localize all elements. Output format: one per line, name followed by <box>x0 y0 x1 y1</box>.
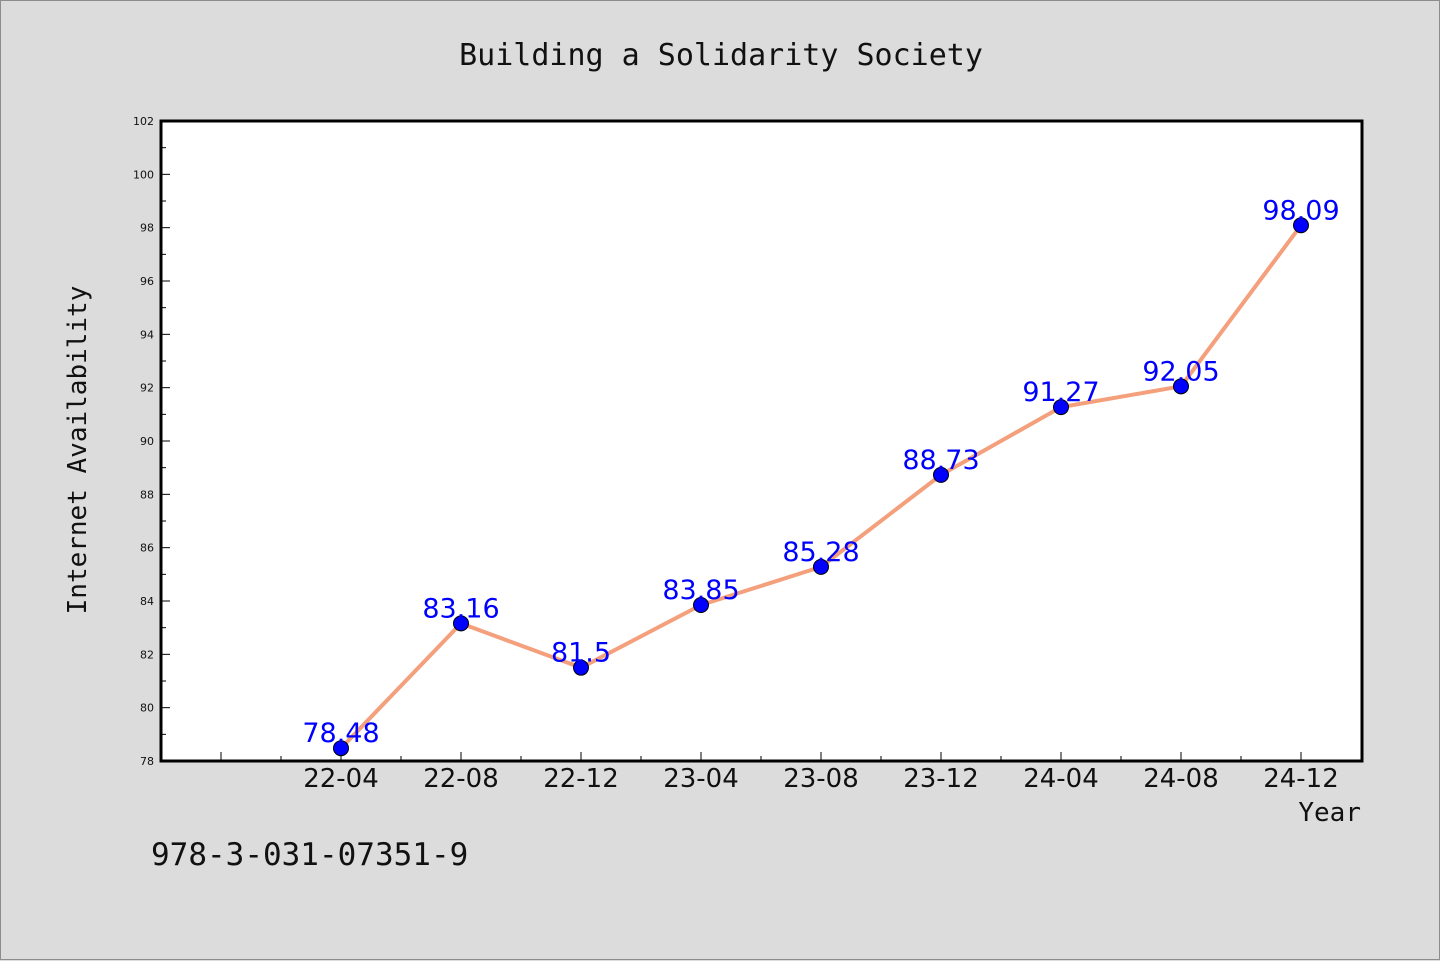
x-tick-label: 24-08 <box>1143 764 1219 794</box>
y-tick-label: 94 <box>140 328 154 341</box>
y-tick-label: 80 <box>140 702 154 715</box>
data-point <box>333 740 349 757</box>
data-label: 91.27 <box>1022 377 1099 408</box>
x-tick-label: 23-12 <box>903 764 979 794</box>
y-axis-title: Internet Availability <box>63 286 93 615</box>
series-layer <box>333 217 1309 757</box>
y-tick-label: 96 <box>140 275 154 288</box>
x-axis-title: Year <box>1298 798 1361 828</box>
data-label: 81.5 <box>551 638 611 669</box>
y-tick-label: 86 <box>140 542 154 555</box>
data-label: 88.73 <box>902 445 979 476</box>
data-point <box>693 597 709 613</box>
y-tick-label: 78 <box>140 755 154 768</box>
data-label: 83.85 <box>662 575 739 606</box>
data-point <box>1173 378 1189 395</box>
data-label: 98.09 <box>1262 195 1339 226</box>
x-tick-label: 22-08 <box>423 764 499 794</box>
y-tick-label: 88 <box>140 488 154 501</box>
x-axis: 22-04 22-08 22-12 23-04 23-08 23-12 24-04 24-08… <box>220 752 1339 794</box>
isbn-text: 978-3-031-07351-9 <box>151 837 468 873</box>
data-label: 85.28 <box>782 537 859 568</box>
data-label: 92.05 <box>1142 356 1219 387</box>
data-point <box>453 615 469 632</box>
data-label: 78.48 <box>302 718 379 749</box>
x-tick-label: 24-04 <box>1023 764 1099 794</box>
x-tick-label: 23-04 <box>663 764 739 794</box>
x-tick-label: 22-04 <box>303 764 379 794</box>
x-tick-label: 23-08 <box>783 764 859 794</box>
data-point <box>933 466 949 483</box>
y-tick-label: 102 <box>133 115 154 128</box>
x-tick-label: 22-12 <box>543 764 619 794</box>
y-tick-label: 98 <box>140 222 154 235</box>
data-point <box>1053 399 1069 416</box>
y-axis: 78 80 82 84 86 88 90 92 94 96 98 100 102 <box>133 115 170 768</box>
y-tick-label: 84 <box>140 595 154 608</box>
data-label: 83.16 <box>422 593 499 624</box>
data-point <box>1293 217 1309 234</box>
y-tick-label: 90 <box>140 435 154 448</box>
plot-area <box>159 119 1364 763</box>
data-point <box>813 558 829 575</box>
y-tick-label: 82 <box>140 648 154 661</box>
data-labels: 78.48 83.16 81.5 83.85 85.28 88.73 91.27 92.05 9… <box>302 195 1339 749</box>
y-tick-label: 100 <box>133 168 154 181</box>
data-point <box>573 659 589 676</box>
x-tick-label: 24-12 <box>1263 764 1339 794</box>
chart-title: Building a Solidarity Society <box>459 38 983 73</box>
y-tick-label: 92 <box>140 382 154 395</box>
